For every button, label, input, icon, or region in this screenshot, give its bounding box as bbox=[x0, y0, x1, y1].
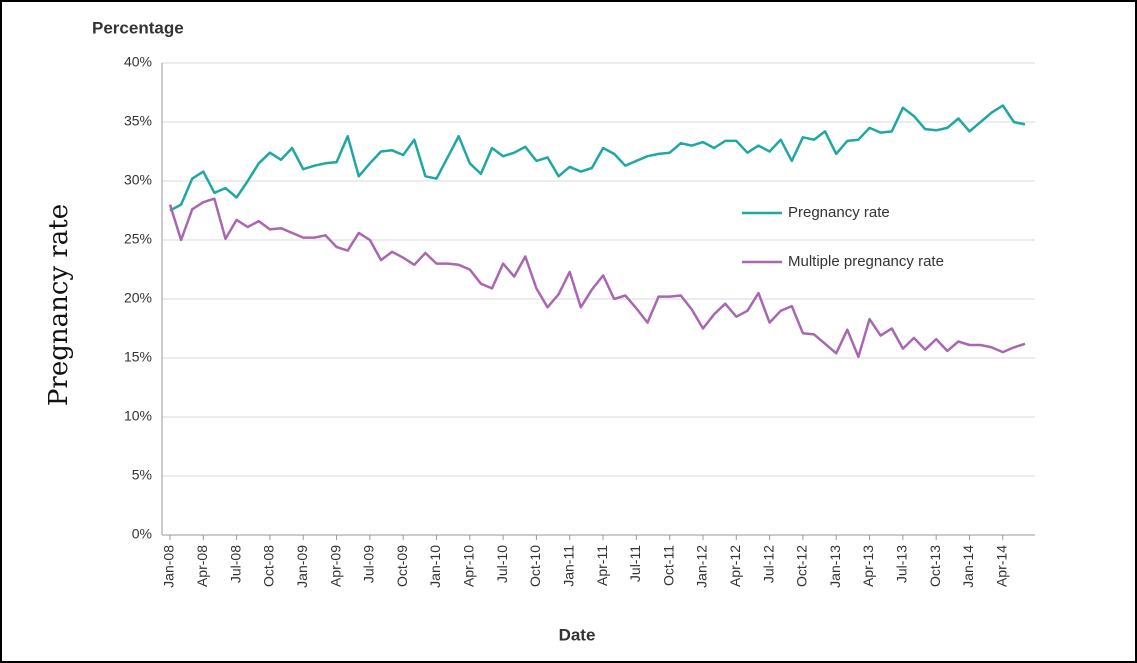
x-tick-label: Apr-10 bbox=[461, 545, 477, 587]
x-tick-label: Jan-08 bbox=[161, 545, 177, 588]
legend-label: Pregnancy rate bbox=[788, 204, 890, 221]
x-tick-label: Oct-09 bbox=[394, 545, 410, 587]
x-tick-label: Jul-13 bbox=[894, 545, 910, 583]
x-tick-label: Jan-11 bbox=[560, 545, 576, 587]
x-tick-label: Oct-10 bbox=[527, 545, 543, 587]
series-line bbox=[169, 104, 1026, 212]
x-tick-label: Apr-12 bbox=[727, 545, 743, 587]
x-tick-label: Jan-14 bbox=[960, 545, 976, 588]
y-tick-label: 15% bbox=[124, 349, 152, 365]
x-tick-label: Jan-09 bbox=[294, 545, 310, 588]
x-tick-label: Jul-10 bbox=[494, 545, 510, 583]
x-axis-label: Date bbox=[559, 625, 596, 644]
y-tick-label: 40% bbox=[124, 54, 152, 70]
x-tick-label: Jul-08 bbox=[227, 545, 243, 583]
series-line bbox=[168, 197, 1026, 359]
y-tick-label: 30% bbox=[124, 172, 152, 188]
y-tick-label: 25% bbox=[124, 231, 152, 247]
y-tick-label: 10% bbox=[124, 408, 152, 424]
x-tick-label: Oct-08 bbox=[261, 545, 277, 587]
x-tick-label: Apr-08 bbox=[194, 545, 210, 587]
legend-label: Multiple pregnancy rate bbox=[788, 253, 944, 270]
x-tick-label: Jul-09 bbox=[361, 545, 377, 583]
x-tick-label: Apr-11 bbox=[594, 545, 610, 586]
x-tick-label: Apr-13 bbox=[860, 545, 876, 587]
x-tick-label: Apr-09 bbox=[327, 545, 343, 587]
axis-title: Percentage bbox=[92, 18, 184, 37]
x-tick-label: Apr-14 bbox=[993, 545, 1009, 587]
y-tick-label: 5% bbox=[132, 467, 152, 483]
x-tick-label: Jan-10 bbox=[427, 545, 443, 588]
x-tick-label: Jul-12 bbox=[760, 545, 776, 583]
x-tick-label: Oct-11 bbox=[660, 545, 676, 586]
x-tick-label: Jul-11 bbox=[627, 545, 643, 582]
x-tick-label: Jan-12 bbox=[694, 545, 710, 588]
x-tick-label: Jan-13 bbox=[827, 545, 843, 588]
y-tick-label: 0% bbox=[132, 526, 152, 542]
y-tick-label: 20% bbox=[124, 290, 152, 306]
x-tick-label: Oct-12 bbox=[794, 545, 810, 587]
y-axis-label: Pregnancy rate bbox=[44, 204, 74, 406]
x-tick-label: Oct-13 bbox=[927, 545, 943, 587]
y-tick-label: 35% bbox=[124, 113, 152, 129]
